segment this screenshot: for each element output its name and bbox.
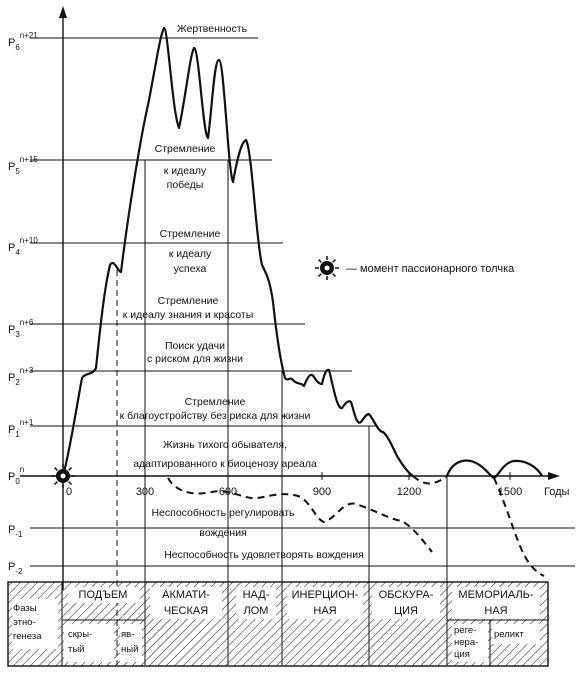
- svg-text:реге-: реге-: [454, 625, 476, 636]
- legend-push-icon: [315, 256, 339, 280]
- svg-text:P6n+21: P6n+21: [8, 31, 38, 52]
- svg-text:300: 300: [136, 486, 154, 498]
- phase-inertial-2: НАЯ: [313, 605, 336, 617]
- phase-memorial-2: НАЯ: [484, 605, 507, 617]
- zone-comfort-1: Стремление: [185, 396, 246, 408]
- zone-sacrifice: Жертвенность: [177, 23, 248, 35]
- phase-fracture-1: НАД-: [243, 589, 270, 601]
- zone-unregulated-1: Неспособность регулировать: [151, 507, 295, 519]
- zone-success-3: успеха: [174, 263, 207, 275]
- y-axis-arrow-icon: [59, 6, 67, 18]
- svg-text:P5n+15: P5n+15: [8, 155, 38, 176]
- zone-comfort-2: к благоустройству без риска для жизни: [120, 410, 311, 422]
- svg-text:P4n+10: P4n+10: [8, 236, 38, 257]
- svg-text:P0n: P0n: [8, 465, 24, 486]
- legend-text: — момент пассионарного толчка: [346, 263, 515, 275]
- phase-obscuration-1: ОБСКУРА-: [379, 589, 434, 601]
- svg-text:Фазы: Фазы: [13, 603, 37, 614]
- zone-labels: Жертвенность Стремление к идеалу победы …: [120, 23, 364, 561]
- passionary-push-icon: [51, 464, 75, 488]
- zone-luck-2: с риском для жизни: [147, 353, 243, 365]
- x-axis-labels: 0 300 600 900 1200 1500 Годы: [66, 486, 570, 498]
- zone-victory-2: к идеалу: [164, 165, 207, 177]
- svg-text:этно-: этно-: [13, 617, 36, 628]
- decline-curve-c: [493, 477, 545, 577]
- svg-text:нера-: нера-: [454, 637, 478, 648]
- zone-victory-1: Стремление: [155, 143, 216, 155]
- svg-text:1200: 1200: [397, 486, 421, 498]
- svg-text:генеза: генеза: [13, 631, 42, 642]
- zone-knowledge-1: Стремление: [158, 295, 219, 307]
- svg-text:яв-: яв-: [121, 629, 134, 640]
- svg-text:ция: ция: [454, 649, 470, 660]
- zone-philistine-1: Жизнь тихого обывателя,: [163, 439, 287, 451]
- x-axis-arrow-icon: [548, 472, 560, 480]
- zone-luck-1: Поиск удачи: [165, 340, 225, 352]
- svg-text:P3n+6: P3n+6: [8, 318, 34, 339]
- svg-text:ный: ный: [121, 644, 138, 655]
- svg-text:P-1: P-1: [8, 524, 23, 539]
- phase-acmatic-1: АКМАТИ-: [162, 589, 210, 601]
- svg-text:P-2: P-2: [8, 561, 23, 576]
- zone-success-1: Стремление: [160, 228, 221, 240]
- x-axis-unit: Годы: [544, 486, 570, 498]
- level-lines: [30, 37, 575, 567]
- zone-victory-3: победы: [167, 179, 204, 191]
- decline-curve-a: [167, 477, 433, 553]
- svg-text:тый: тый: [68, 644, 85, 655]
- passionarity-curve: [61, 26, 414, 477]
- level-labels: P6n+21 P5n+15 P4n+10 P3n+6 P2n+3 P1n+1 P…: [8, 31, 38, 576]
- zone-unsatisfied: Неспособность удовлетворять вождения: [164, 549, 364, 561]
- svg-text:P1n+1: P1n+1: [8, 418, 34, 439]
- svg-text:реликт: реликт: [494, 629, 524, 640]
- phase-acmatic-2: ЧЕСКАЯ: [164, 605, 208, 617]
- svg-text:P2n+3: P2n+3: [8, 366, 34, 387]
- svg-text:1500: 1500: [498, 486, 522, 498]
- phase-memorial-1: МЕМОРИАЛЬ-: [458, 589, 533, 601]
- svg-text:900: 900: [313, 486, 331, 498]
- phase-table: Фазы этно- генеза ПОДЪЕМ скры- тый яв- н…: [7, 581, 549, 667]
- phase-rise: ПОДЪЕМ: [79, 589, 128, 601]
- phase-obscuration-2: ЦИЯ: [394, 605, 418, 617]
- zone-success-2: к идеалу: [169, 248, 212, 260]
- zone-unregulated-2: вождения: [199, 527, 247, 539]
- svg-text:0: 0: [66, 486, 72, 498]
- svg-text:скры-: скры-: [68, 629, 92, 640]
- legend: — момент пассионарного толчка: [315, 256, 515, 280]
- zone-knowledge-2: к идеалу знания и красоты: [123, 309, 254, 321]
- phase-fracture-2: ЛОМ: [244, 605, 269, 617]
- phase-inertial-1: ИНЕРЦИОН-: [292, 589, 359, 601]
- decline-curve-b: [412, 475, 448, 485]
- zone-philistine-2: адаптированного к биоценозу ареала: [133, 458, 317, 470]
